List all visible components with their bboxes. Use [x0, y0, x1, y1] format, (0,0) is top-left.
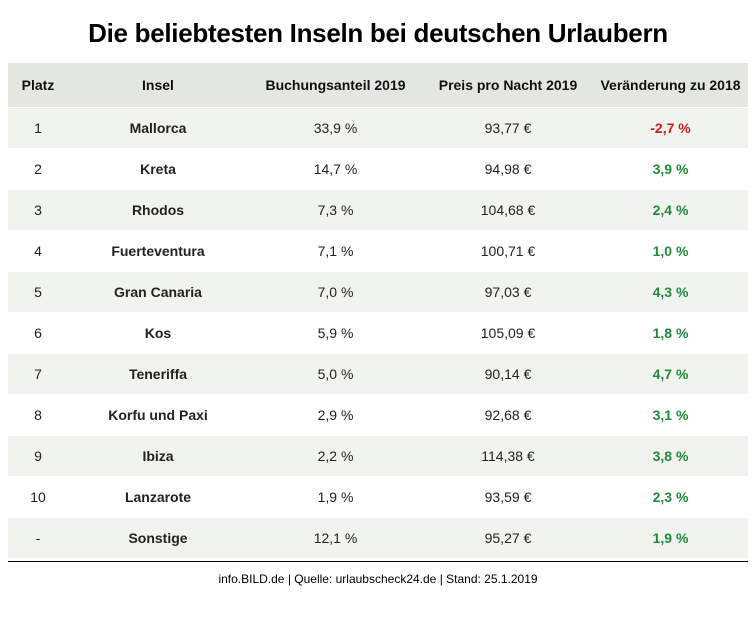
cell-change: 3,1 %: [593, 395, 748, 436]
table-row: -Sonstige12,1 %95,27 €1,9 %: [8, 518, 748, 559]
table-row: 5Gran Canaria7,0 %97,03 €4,3 %: [8, 272, 748, 313]
cell-price: 95,27 €: [423, 518, 593, 559]
cell-change: 3,8 %: [593, 436, 748, 477]
table-row: 8Korfu und Paxi2,9 %92,68 €3,1 %: [8, 395, 748, 436]
col-island: Insel: [68, 63, 248, 108]
cell-island: Rhodos: [68, 190, 248, 231]
cell-rank: 3: [8, 190, 68, 231]
cell-rank: 10: [8, 477, 68, 518]
cell-rank: 2: [8, 149, 68, 190]
cell-change: 1,0 %: [593, 231, 748, 272]
islands-table: Platz Insel Buchungsanteil 2019 Preis pr…: [8, 63, 748, 559]
cell-change: 4,7 %: [593, 354, 748, 395]
cell-island: Fuerteventura: [68, 231, 248, 272]
cell-change: 3,9 %: [593, 149, 748, 190]
cell-share: 5,0 %: [248, 354, 423, 395]
table-row: 9Ibiza2,2 %114,38 €3,8 %: [8, 436, 748, 477]
cell-rank: 4: [8, 231, 68, 272]
cell-change: 2,4 %: [593, 190, 748, 231]
cell-island: Kos: [68, 313, 248, 354]
col-price: Preis pro Nacht 2019: [423, 63, 593, 108]
cell-rank: 1: [8, 108, 68, 149]
table-row: 6Kos5,9 %105,09 €1,8 %: [8, 313, 748, 354]
cell-rank: 9: [8, 436, 68, 477]
cell-price: 92,68 €: [423, 395, 593, 436]
cell-price: 93,77 €: [423, 108, 593, 149]
cell-island: Teneriffa: [68, 354, 248, 395]
cell-price: 97,03 €: [423, 272, 593, 313]
cell-share: 2,2 %: [248, 436, 423, 477]
table-row: 1Mallorca33,9 %93,77 €-2,7 %: [8, 108, 748, 149]
cell-share: 14,7 %: [248, 149, 423, 190]
cell-change: -2,7 %: [593, 108, 748, 149]
cell-price: 114,38 €: [423, 436, 593, 477]
cell-change: 1,9 %: [593, 518, 748, 559]
cell-change: 1,8 %: [593, 313, 748, 354]
table-row: 10Lanzarote1,9 %93,59 €2,3 %: [8, 477, 748, 518]
cell-change: 4,3 %: [593, 272, 748, 313]
cell-island: Sonstige: [68, 518, 248, 559]
cell-rank: -: [8, 518, 68, 559]
cell-rank: 6: [8, 313, 68, 354]
table-row: 2Kreta14,7 %94,98 €3,9 %: [8, 149, 748, 190]
cell-rank: 8: [8, 395, 68, 436]
cell-island: Gran Canaria: [68, 272, 248, 313]
table-row: 4Fuerteventura7,1 %100,71 €1,0 %: [8, 231, 748, 272]
cell-rank: 7: [8, 354, 68, 395]
page-title: Die beliebtesten Inseln bei deutschen Ur…: [8, 8, 748, 63]
cell-island: Korfu und Paxi: [68, 395, 248, 436]
cell-share: 33,9 %: [248, 108, 423, 149]
table-row: 7Teneriffa5,0 %90,14 €4,7 %: [8, 354, 748, 395]
cell-price: 94,98 €: [423, 149, 593, 190]
col-rank: Platz: [8, 63, 68, 108]
table-header-row: Platz Insel Buchungsanteil 2019 Preis pr…: [8, 63, 748, 108]
cell-island: Ibiza: [68, 436, 248, 477]
cell-share: 7,0 %: [248, 272, 423, 313]
cell-price: 93,59 €: [423, 477, 593, 518]
cell-price: 90,14 €: [423, 354, 593, 395]
source-footer: info.BILD.de | Quelle: urlaubscheck24.de…: [8, 561, 748, 594]
cell-share: 12,1 %: [248, 518, 423, 559]
cell-price: 105,09 €: [423, 313, 593, 354]
cell-price: 104,68 €: [423, 190, 593, 231]
cell-island: Lanzarote: [68, 477, 248, 518]
cell-price: 100,71 €: [423, 231, 593, 272]
cell-share: 7,3 %: [248, 190, 423, 231]
cell-share: 7,1 %: [248, 231, 423, 272]
cell-share: 1,9 %: [248, 477, 423, 518]
cell-island: Kreta: [68, 149, 248, 190]
cell-change: 2,3 %: [593, 477, 748, 518]
col-share: Buchungsanteil 2019: [248, 63, 423, 108]
table-row: 3Rhodos7,3 %104,68 €2,4 %: [8, 190, 748, 231]
cell-share: 2,9 %: [248, 395, 423, 436]
col-change: Veränderung zu 2018: [593, 63, 748, 108]
cell-share: 5,9 %: [248, 313, 423, 354]
cell-rank: 5: [8, 272, 68, 313]
cell-island: Mallorca: [68, 108, 248, 149]
